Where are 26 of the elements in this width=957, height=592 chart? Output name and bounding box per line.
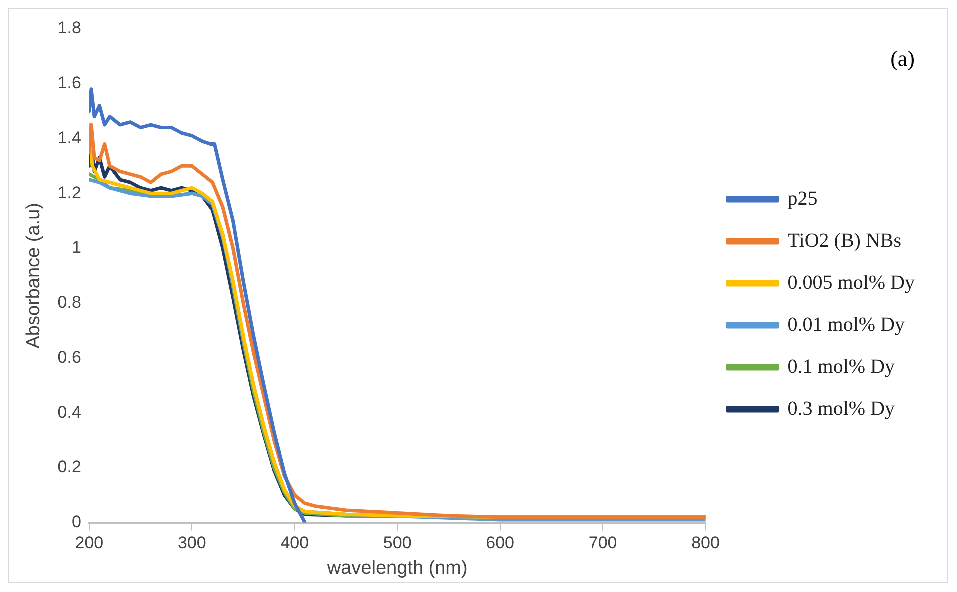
x-axis-title: wavelength (nm) — [326, 558, 468, 579]
y-tick-label: 0.8 — [58, 293, 82, 312]
y-tick-label: 0.4 — [58, 402, 82, 422]
y-tick-label: 1 — [72, 238, 82, 258]
x-tick-label: 400 — [280, 534, 310, 553]
y-tick-label: 1.6 — [58, 74, 82, 93]
x-tick-label: 200 — [75, 534, 104, 553]
y-tick-label: 0.6 — [58, 348, 82, 367]
y-axis-title: Absorbance (a.u) — [24, 203, 45, 349]
x-tick-label: 500 — [383, 534, 412, 553]
x-tick-label: 600 — [486, 534, 515, 553]
x-tick-label: 300 — [178, 534, 206, 553]
y-tick-label: 0.2 — [58, 458, 82, 477]
legend-label: p25 — [788, 188, 818, 210]
legend-label: TiO2 (B) NBs — [788, 230, 902, 252]
y-tick-label: 0 — [72, 512, 82, 532]
legend-label: 0.005 mol% Dy — [788, 272, 915, 294]
y-tick-label: 1.8 — [58, 18, 82, 38]
x-tick-label: 800 — [692, 534, 720, 553]
y-tick-label: 1.2 — [58, 183, 82, 202]
text: (a) — [890, 46, 915, 71]
legend-label: 0.3 mol% Dy — [788, 398, 895, 420]
x-tick-label: 700 — [588, 534, 618, 553]
legend-label: 0.01 mol% Dy — [788, 314, 905, 336]
legend-label: 0.1 mol% Dy — [788, 356, 895, 378]
y-tick-label: 1.4 — [58, 128, 82, 148]
